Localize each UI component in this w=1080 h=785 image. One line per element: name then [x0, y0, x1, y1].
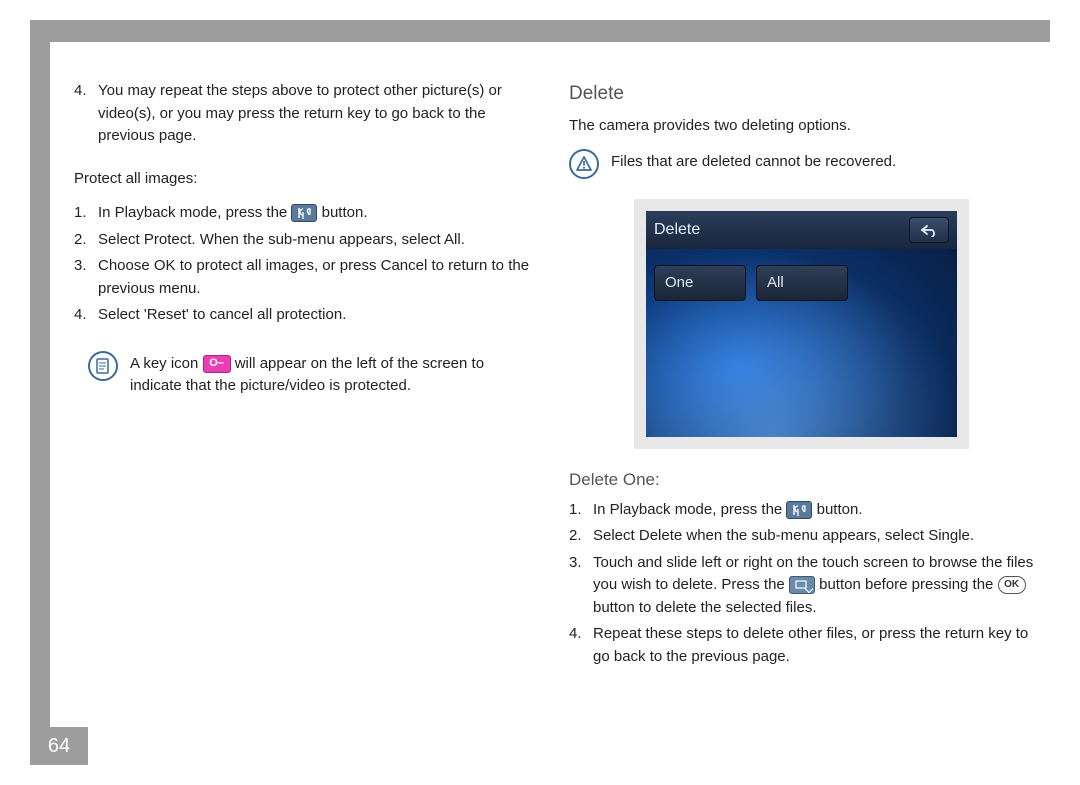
- list-item: 1. In Playback mode, press the button.: [569, 499, 1034, 522]
- item-number: 1.: [569, 499, 582, 522]
- list-item: 1. In Playback mode, press the button.: [74, 202, 539, 225]
- item-number: 4.: [74, 304, 87, 327]
- item-number: 2.: [74, 229, 87, 252]
- list-item: 3. Touch and slide left or right on the …: [569, 552, 1034, 620]
- warning-row: Files that are deleted cannot be recover…: [569, 149, 1034, 179]
- item-text-before: In Playback mode, press the: [98, 204, 291, 221]
- note-row: A key icon O– will appear on the left of…: [74, 351, 539, 398]
- item-text: Repeat these steps to delete other files…: [593, 625, 1028, 665]
- delete-one-list: 1. In Playback mode, press the button. 2…: [569, 499, 1034, 669]
- item-text-after: button.: [322, 204, 368, 221]
- item-number: 3.: [74, 255, 87, 278]
- protect-all-list: 1. In Playback mode, press the button. 2…: [74, 202, 539, 327]
- camera-title: Delete: [654, 218, 700, 242]
- ok-icon: OK: [998, 576, 1026, 594]
- note-icon: [88, 351, 118, 381]
- seg2: button before pressing the: [819, 576, 997, 593]
- camera-title-bar: Delete: [646, 211, 957, 249]
- delete-heading: Delete: [569, 80, 1034, 109]
- list-item: 2. Select Protect. When the sub-menu app…: [74, 229, 539, 252]
- item-number: 4.: [74, 80, 87, 103]
- item-number: 4.: [569, 623, 582, 646]
- content-area: 4. You may repeat the steps above to pro…: [74, 80, 1034, 672]
- item-text-after: button.: [817, 501, 863, 518]
- tag-icon: [789, 576, 815, 594]
- seg3: button to delete the selected files.: [593, 599, 816, 616]
- delete-one-heading: Delete One:: [569, 467, 1034, 493]
- tools-icon: [786, 501, 812, 519]
- note-text: A key icon O– will appear on the left of…: [130, 351, 539, 398]
- manual-page: 64 4. You may repeat the steps above to …: [30, 20, 1050, 765]
- item-text: Select 'Reset' to cancel all protection.: [98, 306, 346, 323]
- page-number: 64: [30, 727, 88, 765]
- right-column: Delete The camera provides two deleting …: [569, 80, 1034, 672]
- list-item: 4. You may repeat the steps above to pro…: [74, 80, 539, 148]
- camera-screen: Delete One All: [646, 211, 957, 437]
- camera-option-one: One: [654, 265, 746, 301]
- item-text: Choose OK to protect all images, or pres…: [98, 257, 529, 297]
- item-number: 1.: [74, 202, 87, 225]
- camera-option-all: All: [756, 265, 848, 301]
- note-before: A key icon: [130, 355, 203, 372]
- top-margin-bar: [30, 20, 1050, 42]
- warning-text: Files that are deleted cannot be recover…: [611, 149, 1034, 179]
- list-item: 3. Choose OK to protect all images, or p…: [74, 255, 539, 300]
- list-item: 2. Select Delete when the sub-menu appea…: [569, 525, 1034, 548]
- camera-screenshot: Delete One All: [634, 199, 969, 449]
- delete-intro: The camera provides two deleting options…: [569, 115, 1034, 138]
- item-text: Select Protect. When the sub-menu appear…: [98, 231, 465, 248]
- protect-continue-list: 4. You may repeat the steps above to pro…: [74, 80, 539, 148]
- warning-icon: [569, 149, 599, 179]
- left-column: 4. You may repeat the steps above to pro…: [74, 80, 539, 672]
- item-text: Select Delete when the sub-menu appears,…: [593, 527, 974, 544]
- list-item: 4. Select 'Reset' to cancel all protecti…: [74, 304, 539, 327]
- left-margin-bar: [30, 20, 50, 765]
- item-number: 2.: [569, 525, 582, 548]
- item-text-before: In Playback mode, press the: [593, 501, 786, 518]
- tools-icon: [291, 204, 317, 222]
- camera-options: One All: [654, 265, 848, 301]
- back-icon: [909, 217, 949, 243]
- list-item: 4. Repeat these steps to delete other fi…: [569, 623, 1034, 668]
- item-text: You may repeat the steps above to protec…: [98, 82, 502, 144]
- protect-all-label: Protect all images:: [74, 168, 539, 191]
- item-number: 3.: [569, 552, 582, 575]
- key-icon: O–: [203, 355, 231, 373]
